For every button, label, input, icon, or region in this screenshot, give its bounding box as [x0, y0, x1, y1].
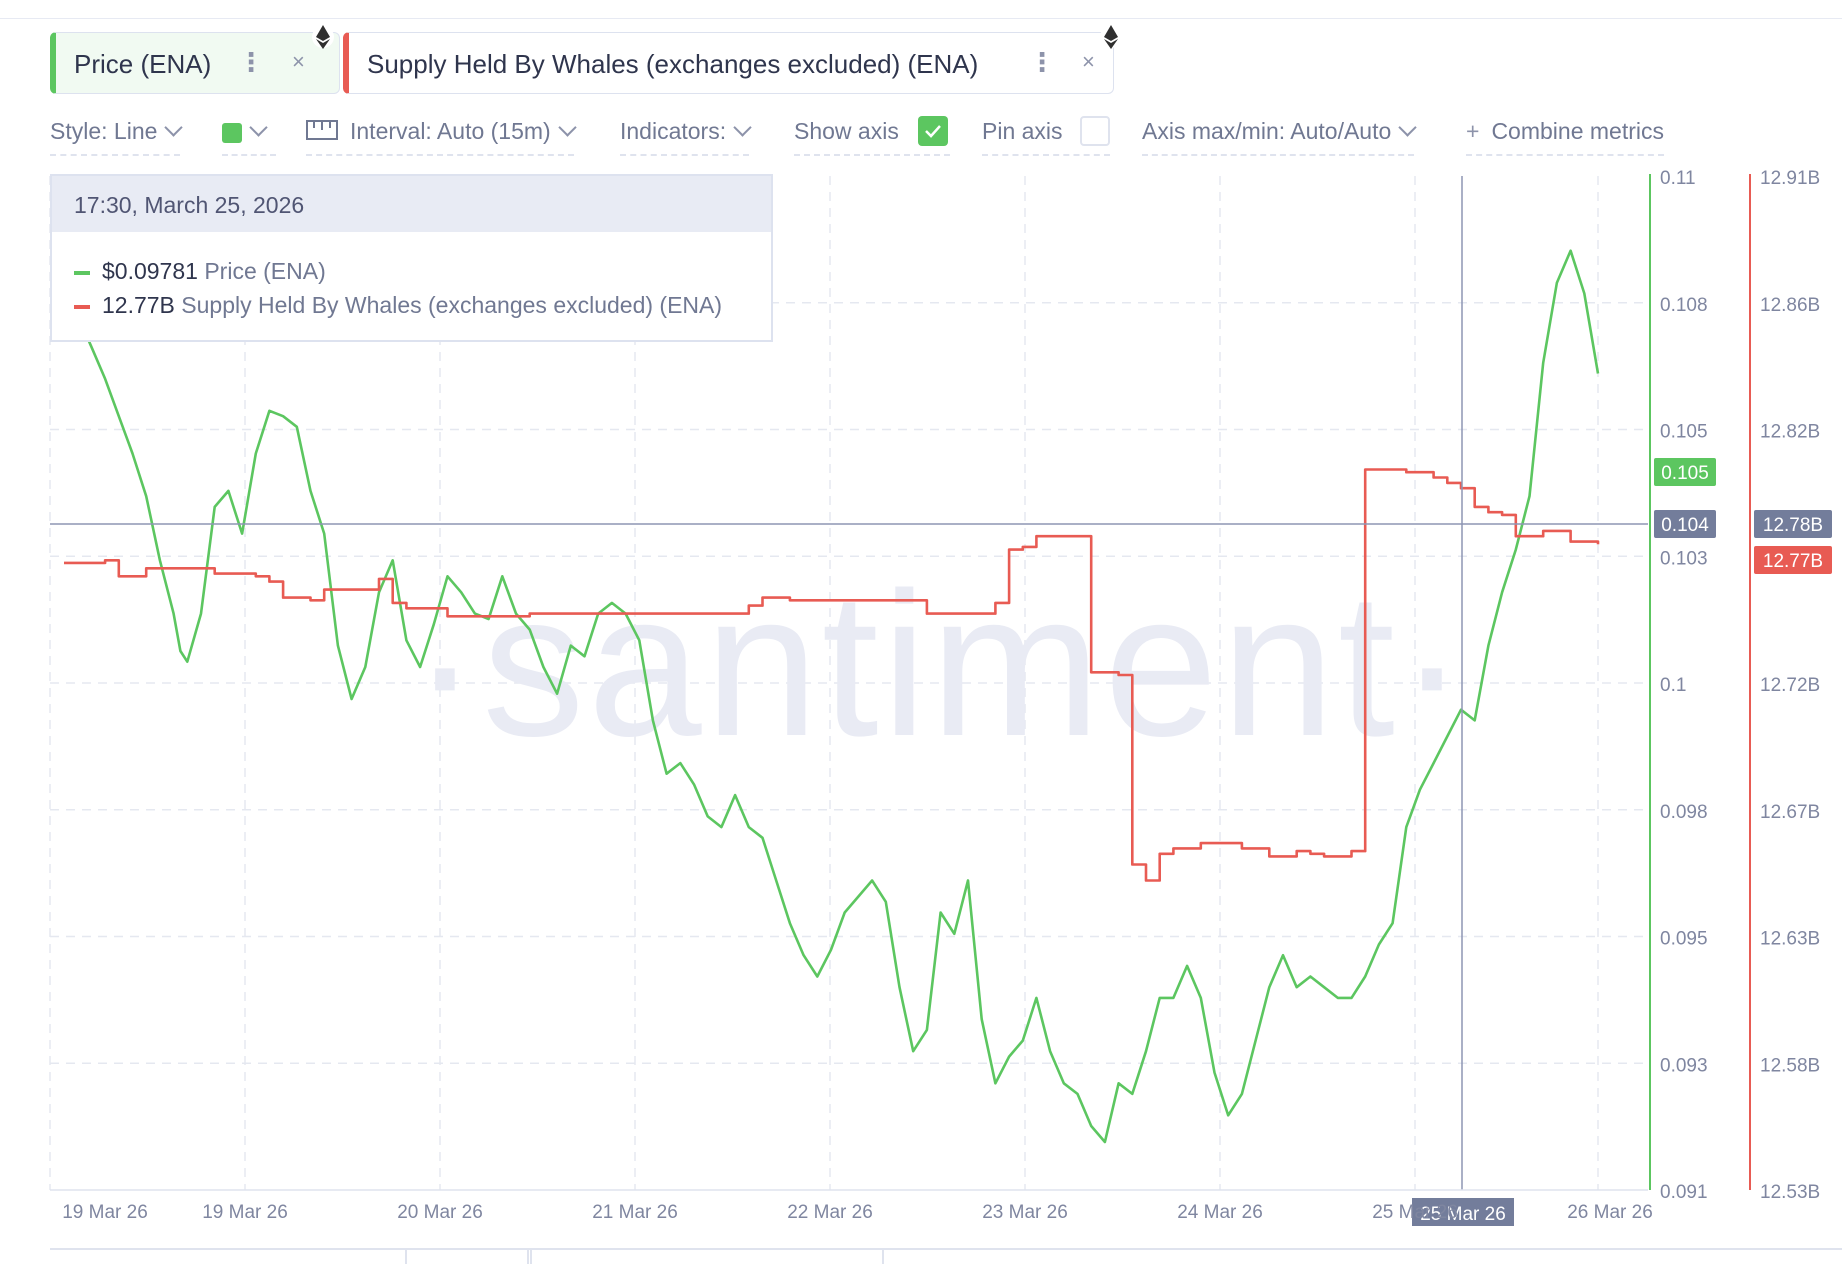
indicators-dropdown[interactable]: Indicators:: [620, 118, 752, 156]
x-axis-tick-label: 19 Mar 26: [202, 1202, 288, 1223]
left-axis-tick-label: 0.103: [1660, 548, 1708, 569]
axis-maxmin-label: Axis max/min: Auto/Auto: [1142, 118, 1392, 144]
tooltip-row-whales: 12.77B Supply Held By Whales (exchanges …: [74, 292, 722, 319]
chevron-down-icon: [733, 118, 752, 137]
chart-axes: 0.11 12.91B 0.108 12.86B 0.105 12.82B 0.103 12.…: [50, 168, 1832, 1223]
x-axis-tick-label: 19 Mar 26: [62, 1202, 148, 1223]
right-axis-tick-label: 12.63B: [1760, 929, 1820, 950]
right-axis-tick-label: 12.58B: [1760, 1055, 1820, 1076]
interval-dropdown-label: Interval: Auto (15m): [350, 118, 551, 144]
metric-chip-price[interactable]: Price (ENA) ⋮ ×: [50, 32, 340, 94]
crosshair: 25 Mar 26: [50, 176, 1648, 1226]
tooltip: 17:30, March 25, 2026 $0.09781 Price (EN…: [50, 174, 773, 342]
right-axis-tick-label: 12.82B: [1760, 422, 1820, 443]
left-axis-tick-label: 0.093: [1660, 1055, 1708, 1076]
chevron-down-icon: [558, 118, 577, 137]
metric-chip-price-label: Price (ENA): [74, 49, 212, 79]
navigator-scrollbar[interactable]: [50, 1248, 1842, 1266]
tooltip-whales-name: Supply Held By Whales (exchanges exclude…: [181, 292, 723, 318]
left-axis-tick-label: 0.098: [1660, 802, 1708, 823]
close-icon[interactable]: ×: [1082, 49, 1095, 74]
left-axis-tick-label: 0.091: [1660, 1182, 1708, 1203]
left-axis-tick-label: 0.095: [1660, 929, 1708, 950]
tooltip-price-name: Price (ENA): [204, 258, 326, 284]
x-axis-tick-label: 21 Mar 26: [592, 1202, 678, 1223]
right-axis-tick-label: 12.53B: [1760, 1182, 1820, 1203]
combine-metrics-button[interactable]: + Combine metrics: [1466, 118, 1664, 156]
chart-grid: [49, 176, 1648, 1190]
crosshair-x-badge: [1412, 1198, 1514, 1226]
left-axis-tick-label: 0.105: [1660, 422, 1708, 443]
x-axis-tick-label: 20 Mar 26: [397, 1202, 483, 1223]
show-axis-checkbox[interactable]: [918, 116, 948, 146]
more-options-icon[interactable]: ⋮: [1029, 47, 1055, 77]
chevron-down-icon: [249, 118, 268, 137]
crosshair-x-label: 25 Mar 26: [1420, 1204, 1506, 1225]
left-axis-tick-label: 0.1: [1660, 675, 1686, 696]
close-icon[interactable]: ×: [292, 49, 305, 74]
pin-axis-checkbox[interactable]: [1080, 116, 1110, 146]
more-options-icon[interactable]: ⋮: [238, 47, 264, 77]
pin-axis-toggle[interactable]: Pin axis: [982, 118, 1110, 156]
right-axis-tick-label: 12.67B: [1760, 802, 1820, 823]
ethereum-icon: [312, 25, 334, 49]
left-axis-crosshair-badge: 0.104: [1661, 515, 1709, 536]
x-axis-tick-label: 24 Mar 26: [1177, 1202, 1263, 1223]
legend-swatch-price: [74, 270, 90, 275]
right-axis-current-badge: 12.77B: [1763, 551, 1823, 572]
tooltip-price-value: $0.09781: [102, 258, 198, 284]
axis-maxmin-dropdown[interactable]: Axis max/min: Auto/Auto: [1142, 118, 1417, 156]
left-axis-tick-label: 0.108: [1660, 295, 1708, 316]
metric-chip-whales[interactable]: Supply Held By Whales (exchanges exclude…: [343, 32, 1114, 94]
show-axis-toggle[interactable]: Show axis: [794, 118, 950, 156]
left-axis-current-badge-bg: [1654, 458, 1716, 486]
color-swatch: [222, 122, 242, 143]
show-axis-label: Show axis: [794, 118, 899, 144]
ruler-icon: [306, 120, 338, 140]
right-axis-tick-label: 12.91B: [1760, 168, 1820, 189]
x-axis-tick-label: 26 Mar 26: [1567, 1202, 1653, 1223]
plus-icon: +: [1466, 118, 1480, 144]
left-axis-tick-label: 0.11: [1660, 168, 1696, 189]
tooltip-row-price: $0.09781 Price (ENA): [74, 258, 326, 285]
ethereum-icon: [1100, 25, 1122, 49]
right-axis-crosshair-badge: 12.78B: [1763, 515, 1823, 536]
left-axis-crosshair-badge-bg: [1654, 510, 1716, 538]
legend-swatch-whales: [74, 304, 90, 309]
tooltip-time: 17:30, March 25, 2026: [52, 176, 771, 232]
chart-canvas[interactable]: ·santiment· 25 Mar 26 0.11 12.91B 0.108 12.…: [0, 160, 1842, 1248]
navigator-handle[interactable]: [405, 1250, 529, 1264]
x-axis-tick-label: 23 Mar 26: [982, 1202, 1068, 1223]
right-axis-tick-label: 12.72B: [1760, 675, 1820, 696]
x-axis-tick-label: 25 Mar 26: [1372, 1202, 1458, 1223]
combine-metrics-label: Combine metrics: [1491, 118, 1664, 144]
top-divider: [0, 18, 1842, 19]
style-dropdown[interactable]: Style: Line: [50, 118, 184, 156]
x-axis-tick-label: 22 Mar 26: [787, 1202, 873, 1223]
series-line-whales: [64, 468, 1600, 882]
right-axis-crosshair-badge-bg: [1754, 510, 1832, 538]
interval-dropdown[interactable]: Interval: Auto (15m): [306, 118, 577, 156]
series-layer: [62, 249, 1600, 1144]
left-axis-current-badge: 0.105: [1661, 463, 1709, 484]
chevron-down-icon: [1398, 118, 1417, 137]
tooltip-whales-value: 12.77B: [102, 292, 175, 318]
indicators-label: Indicators:: [620, 118, 727, 144]
pin-axis-label: Pin axis: [982, 118, 1063, 144]
watermark: ·santiment·: [411, 550, 1469, 779]
style-dropdown-label: Style: Line: [50, 118, 158, 144]
check-icon: [925, 125, 941, 138]
navigator-window[interactable]: [530, 1250, 884, 1264]
metric-chip-whales-label: Supply Held By Whales (exchanges exclude…: [367, 49, 979, 79]
right-axis-current-badge-bg: [1754, 546, 1832, 574]
right-axis-tick-label: 12.86B: [1760, 295, 1820, 316]
series-line-price: [62, 249, 1600, 1144]
color-dropdown[interactable]: [222, 118, 276, 156]
chevron-down-icon: [164, 118, 184, 137]
